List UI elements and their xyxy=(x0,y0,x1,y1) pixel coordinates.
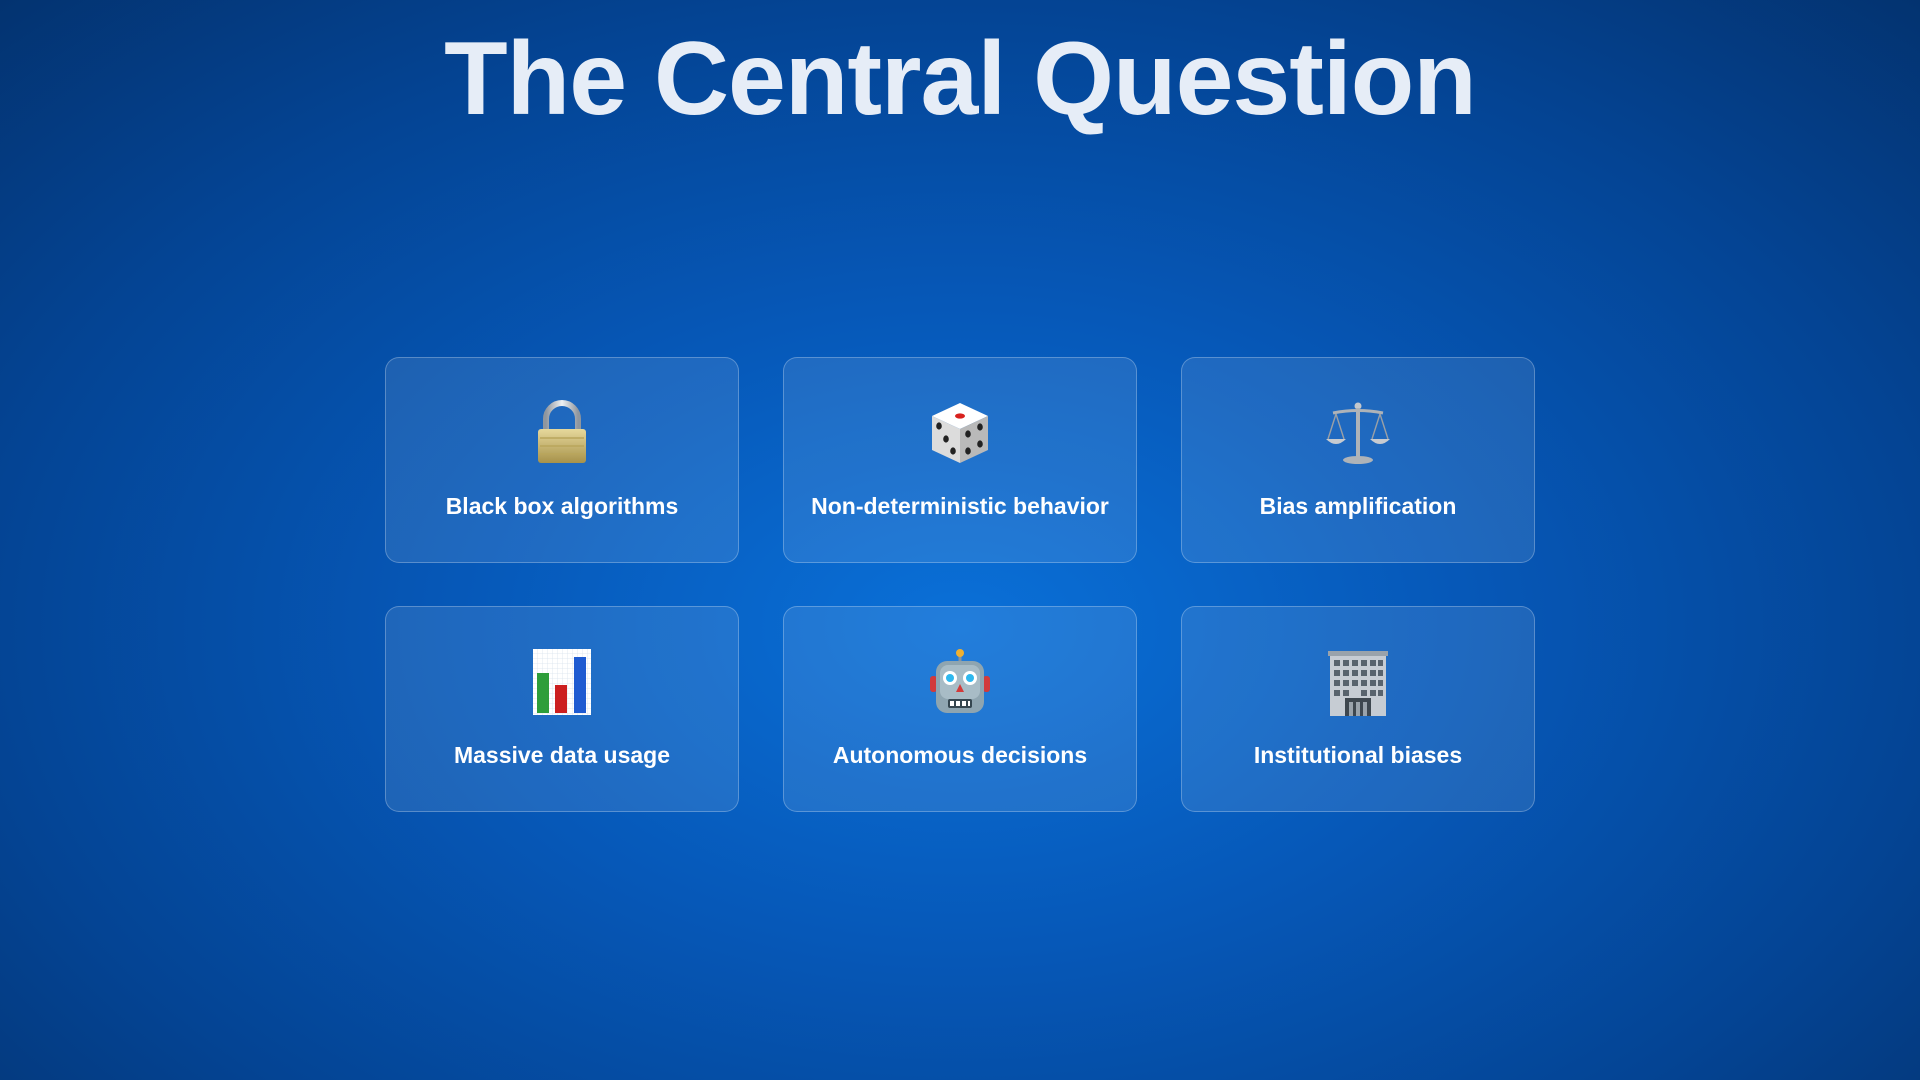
card-autonomous-decisions[interactable]: Autonomous decisions xyxy=(783,606,1137,812)
topic-card-grid: Black box algorithms Non-deterministic b… xyxy=(385,357,1535,812)
card-label: Institutional biases xyxy=(1253,742,1463,768)
slide-title: The Central Question xyxy=(444,21,1477,137)
card-black-box-algorithms[interactable]: Black box algorithms xyxy=(385,357,739,563)
card-label: Bias amplification xyxy=(1259,493,1457,519)
card-label: Non-deterministic behavior xyxy=(811,493,1109,519)
card-massive-data-usage[interactable]: Massive data usage xyxy=(385,606,739,812)
scales-icon xyxy=(1318,398,1398,468)
card-label: Massive data usage xyxy=(453,742,671,768)
card-label: Black box algorithms xyxy=(445,493,679,519)
card-institutional-biases[interactable]: Institutional biases xyxy=(1181,606,1535,812)
dice-icon xyxy=(920,398,1000,468)
office-building-icon xyxy=(1318,647,1398,717)
card-bias-amplification[interactable]: Bias amplification xyxy=(1181,357,1535,563)
robot-icon xyxy=(920,647,1000,717)
card-label: Autonomous decisions xyxy=(832,742,1088,768)
lock-icon xyxy=(522,398,602,468)
card-non-deterministic-behavior[interactable]: Non-deterministic behavior xyxy=(783,357,1137,563)
bar-chart-icon xyxy=(522,647,602,717)
